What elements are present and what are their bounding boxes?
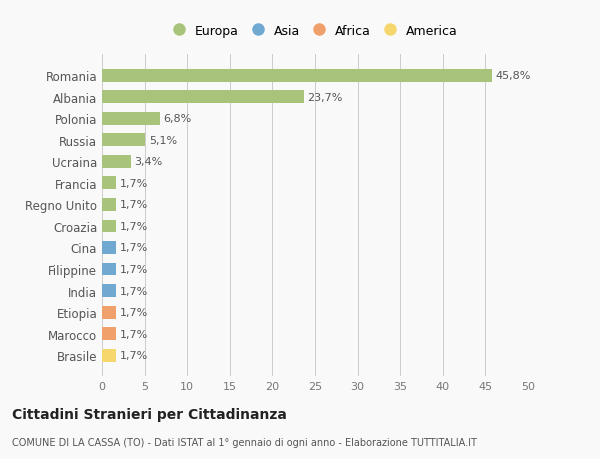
Text: 45,8%: 45,8% — [496, 71, 531, 81]
Text: 1,7%: 1,7% — [120, 243, 148, 253]
Text: COMUNE DI LA CASSA (TO) - Dati ISTAT al 1° gennaio di ogni anno - Elaborazione T: COMUNE DI LA CASSA (TO) - Dati ISTAT al … — [12, 437, 477, 447]
Bar — [102, 70, 492, 83]
Bar — [102, 263, 116, 276]
Bar — [102, 241, 116, 254]
Bar — [102, 177, 116, 190]
Text: 5,1%: 5,1% — [149, 135, 177, 146]
Text: 1,7%: 1,7% — [120, 264, 148, 274]
Bar — [102, 285, 116, 297]
Bar — [102, 156, 131, 168]
Bar — [102, 134, 145, 147]
Bar — [102, 199, 116, 212]
Text: 6,8%: 6,8% — [163, 114, 191, 124]
Bar — [102, 112, 160, 125]
Bar — [102, 306, 116, 319]
Bar — [102, 327, 116, 340]
Text: 1,7%: 1,7% — [120, 329, 148, 339]
Text: 1,7%: 1,7% — [120, 308, 148, 317]
Legend: Europa, Asia, Africa, America: Europa, Asia, Africa, America — [167, 20, 463, 43]
Text: 23,7%: 23,7% — [307, 93, 343, 103]
Text: 1,7%: 1,7% — [120, 286, 148, 296]
Bar — [102, 91, 304, 104]
Text: Cittadini Stranieri per Cittadinanza: Cittadini Stranieri per Cittadinanza — [12, 407, 287, 421]
Text: 1,7%: 1,7% — [120, 350, 148, 360]
Bar — [102, 220, 116, 233]
Text: 3,4%: 3,4% — [134, 157, 163, 167]
Text: 1,7%: 1,7% — [120, 200, 148, 210]
Text: 1,7%: 1,7% — [120, 222, 148, 231]
Text: 1,7%: 1,7% — [120, 179, 148, 189]
Bar — [102, 349, 116, 362]
